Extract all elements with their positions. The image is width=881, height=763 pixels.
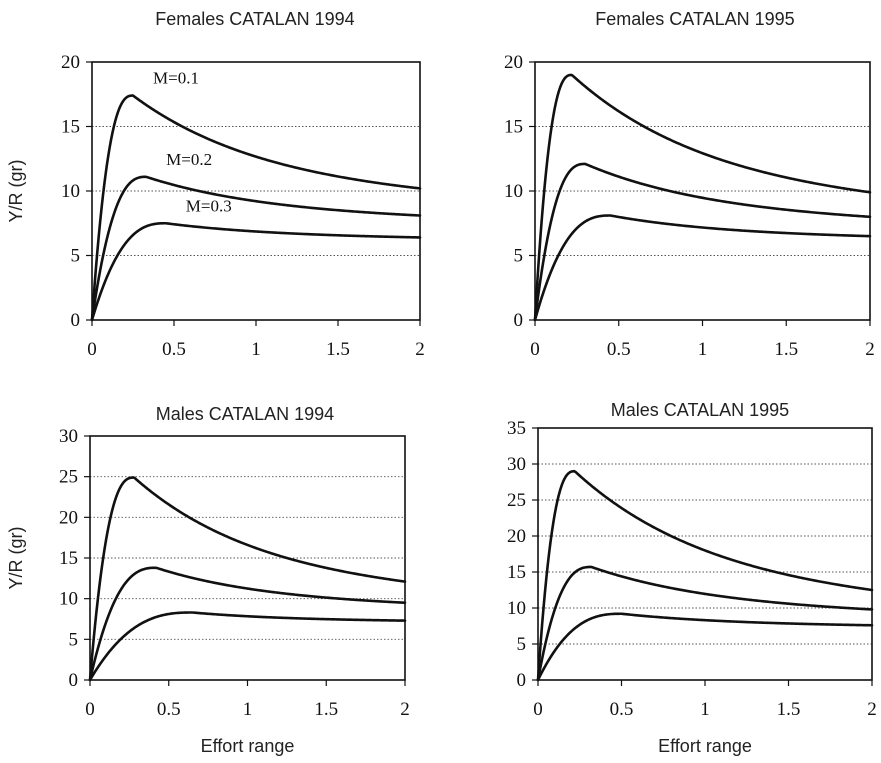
y-tick-label: 10 xyxy=(504,181,523,202)
series-line-2 xyxy=(90,175,422,322)
plot-frame xyxy=(537,427,873,681)
y-tick-label: 15 xyxy=(507,562,526,583)
series-line-3 xyxy=(536,612,874,682)
x-tick-label: 0.5 xyxy=(607,339,631,360)
x-tick-label: 1.5 xyxy=(777,699,801,720)
panel-2: Females CATALAN 1995 0 5 10 15 20 0 0.5 1 1.5 2 xyxy=(504,9,875,360)
series-label: M=0.3 xyxy=(186,196,232,215)
y-tick-label: 15 xyxy=(61,117,80,138)
y-tick-label: 35 xyxy=(507,418,526,439)
x-axis-label: Effort range xyxy=(201,736,295,756)
chart-title: Females CATALAN 1995 xyxy=(595,9,794,29)
panel-1: Females CATALAN 1994 0 5 10 15 20 0 0.5 1 1.5 2 M=0… xyxy=(6,9,425,360)
y-tick-label: 30 xyxy=(507,454,526,475)
series-line-3 xyxy=(533,214,872,322)
x-tick-label: 0 xyxy=(85,699,95,720)
series-line-2 xyxy=(88,566,407,682)
x-tick-label: 1 xyxy=(243,699,253,720)
y-tick-label: 0 xyxy=(71,310,81,331)
y-tick-label: 25 xyxy=(59,467,78,488)
x-tick-label: 0 xyxy=(530,339,540,360)
x-tick-label: 1 xyxy=(700,699,710,720)
x-axis-label: Effort range xyxy=(658,736,752,756)
y-tick-label: 10 xyxy=(507,598,526,619)
series-line-1 xyxy=(533,73,872,322)
y-tick-label: 5 xyxy=(69,629,79,650)
chart-title: Females CATALAN 1994 xyxy=(155,9,354,29)
y-tick-label: 10 xyxy=(61,181,80,202)
x-tick-label: 1 xyxy=(698,339,708,360)
series-label: M=0.1 xyxy=(153,69,199,88)
plot-frame xyxy=(91,61,421,321)
chart-title: Males CATALAN 1994 xyxy=(156,404,334,424)
y-tick-label: 20 xyxy=(59,507,78,528)
series-line-1 xyxy=(90,94,422,322)
y-tick-label: 0 xyxy=(517,670,527,691)
x-tick-label: 0 xyxy=(87,339,97,360)
chart-title: Males CATALAN 1995 xyxy=(611,400,789,420)
x-tick-label: 0 xyxy=(533,699,543,720)
x-tick-label: 1.5 xyxy=(774,339,798,360)
y-tick-label: 15 xyxy=(504,117,523,138)
y-tick-label: 0 xyxy=(514,310,524,331)
x-tick-label: 2 xyxy=(865,339,875,360)
series-line-2 xyxy=(533,162,872,322)
y-axis-label: Y/R (gr) xyxy=(6,160,26,223)
series-line-3 xyxy=(88,611,407,682)
y-tick-label: 20 xyxy=(504,52,523,73)
x-tick-label: 0.5 xyxy=(157,699,181,720)
y-tick-label: 5 xyxy=(71,246,81,267)
y-tick-label: 5 xyxy=(514,246,524,267)
y-tick-label: 5 xyxy=(517,634,527,655)
y-tick-label: 20 xyxy=(61,52,80,73)
panel-3: Males CATALAN 1994 0 5 10 15 20 25 30 0 0.5 1 1.5 2 Y… xyxy=(6,404,410,756)
y-tick-label: 30 xyxy=(59,426,78,447)
x-tick-label: 0.5 xyxy=(610,699,634,720)
y-tick-label: 15 xyxy=(59,548,78,569)
x-tick-label: 1.5 xyxy=(314,699,338,720)
panel-4: Males CATALAN 1995 0 5 10 15 20 25 30 35 0 0.5 1 1.5… xyxy=(507,400,877,756)
series-label: M=0.2 xyxy=(166,150,212,169)
x-tick-label: 2 xyxy=(400,699,410,720)
y-tick-label: 20 xyxy=(507,526,526,547)
plot-frame xyxy=(89,435,406,681)
x-tick-label: 1 xyxy=(251,339,261,360)
x-tick-label: 2 xyxy=(415,339,425,360)
series-line-2 xyxy=(536,565,874,682)
series-line-1 xyxy=(88,476,407,682)
x-tick-label: 1.5 xyxy=(326,339,350,360)
x-tick-label: 2 xyxy=(867,699,877,720)
y-axis-label: Y/R (gr) xyxy=(6,527,26,590)
series-line-3 xyxy=(90,221,422,322)
x-tick-label: 0.5 xyxy=(162,339,186,360)
series-line-1 xyxy=(536,469,874,682)
y-tick-label: 0 xyxy=(69,670,79,691)
y-tick-label: 25 xyxy=(507,490,526,511)
y-tick-label: 10 xyxy=(59,589,78,610)
